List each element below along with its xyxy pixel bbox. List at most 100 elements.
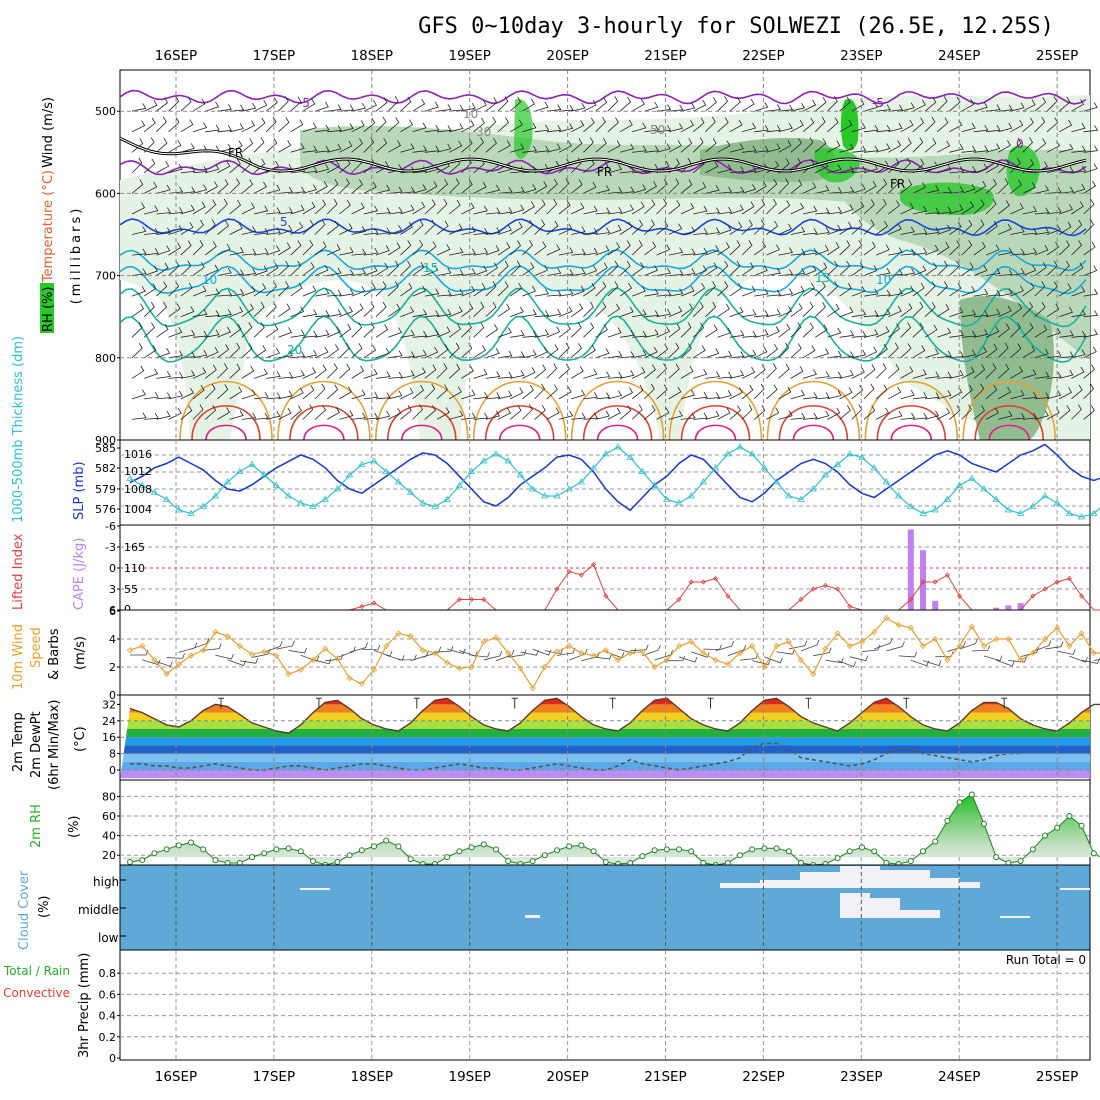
- wind-barb: [1046, 390, 1062, 400]
- wind-barb: [510, 143, 525, 153]
- ylabel-lifted-index: Lifted Index: [11, 533, 26, 610]
- wind-barb: [522, 404, 533, 420]
- wind-barb: [754, 288, 769, 297]
- wind-barb: [363, 227, 379, 235]
- wind-barb: [192, 219, 204, 235]
- wind-barb: [814, 116, 826, 133]
- wind10-barb: [1032, 640, 1052, 652]
- wind-barb: [400, 204, 415, 215]
- thickness-point: [626, 453, 634, 460]
- wind-barb: [1034, 371, 1050, 379]
- wind-barb: [632, 330, 647, 338]
- wind-barb: [156, 137, 168, 153]
- wind10-speed-point: [529, 684, 536, 692]
- date-label-top: 17SEP: [253, 48, 295, 64]
- wind-barb: [461, 412, 476, 420]
- wind-barb: [241, 226, 257, 235]
- wind-barb: [131, 389, 146, 400]
- wind-barb: [900, 102, 915, 112]
- wind-barb: [278, 350, 293, 359]
- wind-barb: [802, 282, 815, 297]
- wind10-speed-point: [688, 638, 695, 645]
- wind-barb: [558, 178, 570, 194]
- wind-barb: [168, 260, 180, 276]
- wind-barb: [1010, 389, 1025, 400]
- ylabel-2m-rh: 2m RH: [29, 804, 44, 848]
- tick-label: 579: [95, 483, 116, 496]
- wind-barb: [351, 120, 365, 133]
- wind-barb: [546, 407, 560, 420]
- wind10-speed-point: [871, 628, 878, 636]
- wind-barb: [168, 96, 180, 112]
- wind-barb: [668, 410, 683, 420]
- wind-barb: [143, 158, 156, 174]
- lifted-index-point: [920, 579, 926, 585]
- wind-barb: [1083, 265, 1098, 276]
- tick-label: 80: [102, 790, 116, 803]
- wind-barb: [241, 248, 257, 256]
- wind-barb: [510, 204, 525, 215]
- wind-barb: [729, 351, 745, 359]
- wind-barb: [388, 407, 402, 420]
- wind-barb: [1034, 244, 1049, 256]
- ylabel-wind10: 10m Wind: [11, 624, 26, 690]
- thickness-point: [699, 478, 708, 485]
- tick-label: 60: [102, 810, 116, 823]
- wind10-speed-point: [322, 645, 329, 652]
- wind-barb: [1034, 227, 1050, 235]
- wind10-barb: [1093, 659, 1100, 661]
- wind-barb: [815, 227, 830, 235]
- tick-label: 600: [95, 187, 116, 200]
- wind-barb: [266, 347, 280, 359]
- wind-barb: [571, 248, 586, 256]
- wind-barb: [583, 137, 594, 153]
- temp-band: [120, 753, 1090, 762]
- wind-barb: [448, 178, 460, 194]
- date-label-bottom: 22SEP: [742, 1069, 784, 1085]
- slp-frame: [119, 439, 1091, 526]
- wind-barb: [656, 104, 672, 112]
- wind-barb: [936, 260, 948, 276]
- rh-point: [163, 846, 170, 853]
- wind10-barb: [1044, 641, 1064, 650]
- wind-barb: [424, 405, 436, 420]
- chart-title: GFS 0~10day 3-hourly for SOLWEZI (26.5E,…: [418, 14, 1054, 39]
- thickness-point: [541, 492, 549, 499]
- wind-barb: [229, 386, 243, 400]
- wind-barb: [827, 390, 842, 400]
- lifted-index-point: [1079, 593, 1085, 599]
- wind-barb: [595, 97, 608, 112]
- wind-barb: [961, 240, 973, 256]
- wind-barb: [680, 248, 696, 256]
- wind-barb: [1034, 116, 1046, 133]
- wind-barb: [570, 365, 584, 379]
- thickness-point: [321, 495, 329, 502]
- wind-barb: [693, 227, 708, 235]
- wind-barb: [1083, 329, 1098, 338]
- wind-barb: [131, 365, 145, 379]
- rh-point: [139, 857, 146, 864]
- wind-barb: [1010, 137, 1022, 153]
- rh-dark-low: [960, 296, 1054, 440]
- wind-barb: [766, 363, 777, 379]
- wind-barb: [180, 405, 193, 420]
- wind-barb: [863, 383, 875, 400]
- wind-barb: [924, 301, 936, 317]
- wind-barb: [985, 104, 1001, 112]
- lifted-index-point: [603, 593, 609, 599]
- wind-barb: [534, 101, 549, 112]
- wind-barb: [766, 407, 780, 420]
- wind-barb: [509, 96, 522, 112]
- wind-barb: [253, 227, 269, 235]
- wind-barb: [595, 184, 610, 194]
- wind-barb: [290, 282, 303, 297]
- wind-barb: [168, 350, 184, 359]
- wind-barb: [449, 410, 464, 420]
- wind10-barb: [508, 649, 527, 658]
- wind-barb: [839, 143, 854, 153]
- wind-barb: [766, 220, 779, 235]
- wind-barb: [241, 412, 257, 420]
- wind-barb: [497, 390, 513, 400]
- wind-barb: [1046, 260, 1058, 276]
- wind-barb: [522, 384, 534, 400]
